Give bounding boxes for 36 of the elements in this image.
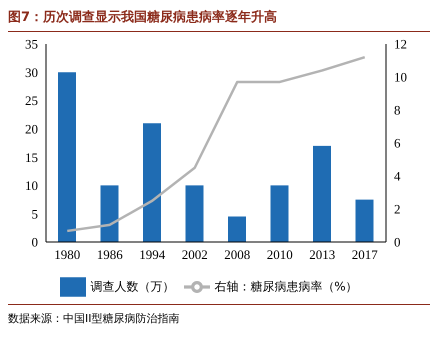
y-tick-label: 30 bbox=[25, 64, 38, 80]
y2-tick-label: 12 bbox=[394, 36, 407, 52]
x-tick-label: 2008 bbox=[224, 247, 250, 262]
legend-label: 右轴：糖尿病患病率（%） bbox=[214, 279, 358, 294]
y-tick-label: 25 bbox=[25, 93, 38, 108]
x-tick-label: 1980 bbox=[54, 247, 80, 262]
bar bbox=[186, 185, 204, 242]
x-tick-label: 1994 bbox=[139, 247, 166, 262]
x-tick-label: 2013 bbox=[309, 247, 336, 262]
bar bbox=[313, 146, 331, 242]
chart-title: 图7：历次调查显示我国糖尿病患病率逐年升高 bbox=[8, 8, 430, 32]
bar bbox=[270, 185, 288, 242]
y2-tick-label: 10 bbox=[394, 70, 407, 85]
bar bbox=[58, 72, 76, 242]
y2-tick-label: 4 bbox=[394, 168, 401, 184]
legend-label: 调查人数（万） bbox=[90, 279, 174, 294]
y-tick-label: 10 bbox=[25, 178, 38, 194]
y-tick-label: 20 bbox=[25, 121, 38, 136]
x-tick-label: 2017 bbox=[352, 247, 378, 262]
y2-tick-label: 8 bbox=[394, 102, 400, 118]
bar bbox=[228, 216, 246, 242]
y2-tick-label: 0 bbox=[394, 234, 400, 250]
y-tick-label: 15 bbox=[25, 150, 38, 165]
y2-tick-label: 6 bbox=[394, 136, 401, 151]
bar bbox=[143, 123, 161, 242]
y-tick-label: 35 bbox=[25, 36, 38, 52]
source-note: 数据来源：中国II型糖尿病防治指南 bbox=[8, 311, 180, 326]
y2-tick-label: 2 bbox=[394, 202, 400, 217]
y-tick-label: 0 bbox=[32, 234, 38, 250]
x-tick-label: 2002 bbox=[182, 247, 208, 262]
bar bbox=[356, 200, 374, 242]
bar bbox=[100, 185, 118, 242]
y-tick-label: 5 bbox=[32, 206, 38, 222]
line-series bbox=[66, 56, 366, 232]
x-tick-label: 1986 bbox=[96, 247, 124, 262]
x-tick-label: 2010 bbox=[266, 247, 293, 262]
